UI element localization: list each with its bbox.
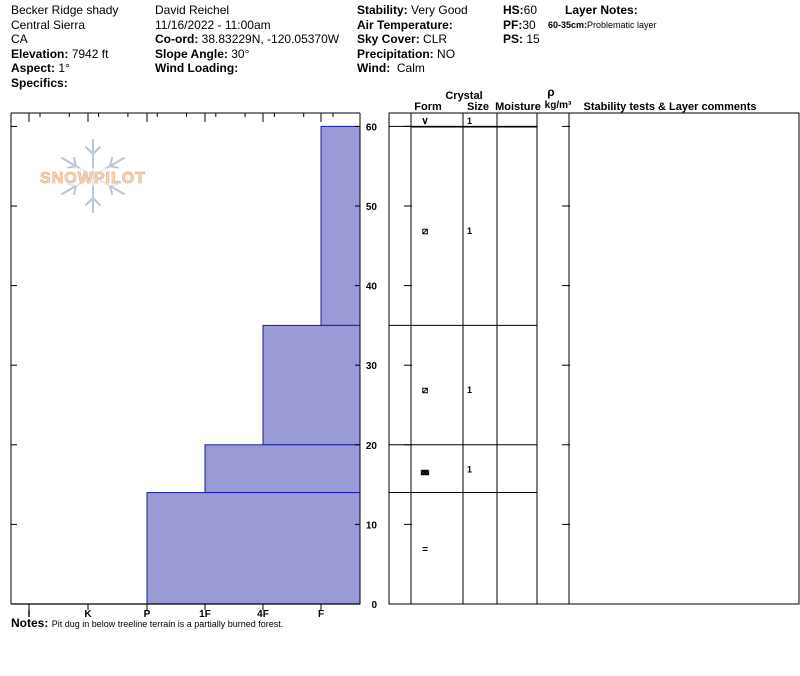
hardness-label-1F: 1F: [199, 609, 211, 620]
notes-text: Pit dug in below treeline terrain is a p…: [51, 619, 284, 629]
layer-notes-range: 60-35cm:: [548, 20, 588, 30]
hardness-layer-0: [320, 125, 361, 326]
observer-name: David Reichel: [155, 3, 230, 17]
ps-value: 15: [526, 32, 540, 46]
hardness-label-K: K: [84, 609, 92, 620]
wind-loading-row: Wind Loading:: [155, 61, 239, 75]
layer-notes-row: 60-35cm:Problematic layer: [548, 18, 657, 33]
specifics-row: Specifics:: [11, 75, 68, 90]
hardness-label-F: F: [318, 609, 324, 620]
layer-notes-text: Problematic layer: [587, 20, 657, 30]
hardness-label-4F: 4F: [257, 609, 269, 620]
grain-form-3: ◛: [420, 465, 430, 476]
grain-form-1: ⧄: [422, 226, 428, 237]
hs-row: HS:60: [503, 3, 538, 17]
hardness-layers: [146, 125, 361, 605]
stability-value: Very Good: [411, 3, 468, 17]
hardness-layer-3: [146, 492, 361, 605]
notes-label: Notes:: [11, 616, 49, 630]
elevation-row: Elevation: 7942 ft: [11, 46, 109, 61]
stability-row: Stability: Very Good: [357, 3, 468, 17]
precip-row: Precipitation: NO: [357, 46, 456, 61]
header-site-info: Becker Ridge shady Central Sierra CA Ele…: [11, 3, 118, 90]
hs-value: 60: [523, 3, 538, 17]
crystal-header: Crystal: [445, 90, 482, 102]
moisture-header: Moisture: [495, 101, 541, 113]
grain-form-0: ∨: [421, 116, 428, 127]
logo-text: SNOWPILOT: [40, 170, 146, 187]
hardness-axis: I K P 1F 4F F: [28, 113, 334, 620]
stability-header: Stability tests & Layer comments: [583, 101, 756, 113]
table-border: [388, 112, 800, 605]
notes-section: Notes: Pit dug in below treeline terrain…: [11, 616, 283, 630]
height-label-30: 30: [366, 361, 378, 372]
height-label-40: 40: [366, 282, 378, 293]
hardness-label-P: P: [144, 609, 151, 620]
state-name: CA: [11, 32, 28, 46]
air-temp-row: Air Temperature:: [357, 17, 453, 32]
header-penetration: HS:60 PF:30 PS: 15: [503, 3, 540, 47]
coord-row: Co-ord: 38.83229N, -120.05370W: [155, 32, 340, 46]
grain-form-2: ⧄: [422, 385, 428, 396]
observation-datetime: 11/16/2022 - 11:00am: [155, 17, 271, 32]
header-conditions: Stability: Very Good Air Temperature: Sk…: [357, 3, 468, 76]
height-label-50: 50: [366, 202, 378, 213]
rho-header: ρ: [547, 85, 554, 99]
height-label-10: 10: [366, 520, 378, 531]
elevation-value: 7942 ft: [71, 46, 109, 61]
grain-size-2: 1: [467, 385, 472, 395]
layer-table: Crystal Form Size Moisture ρ kg/m³ Stabi…: [388, 85, 800, 605]
grain-form-4: =: [422, 544, 428, 555]
grain-size-0: 1: [467, 116, 472, 126]
sky-row: Sky Cover: CLR: [357, 32, 448, 46]
pf-row: PF:30: [503, 17, 536, 32]
region-name: Central Sierra: [11, 17, 86, 32]
wind-value: Calm: [396, 61, 425, 75]
density-header: kg/m³: [545, 100, 572, 111]
snowpilot-logo: SNOWPILOT: [33, 139, 153, 213]
height-label-0: 0: [371, 600, 377, 611]
height-label-20: 20: [366, 441, 378, 452]
aspect-row: Aspect: 1°: [11, 61, 70, 75]
size-header: Size: [467, 101, 489, 113]
aspect-value: 1°: [58, 61, 70, 75]
grain-size-3: 1: [467, 465, 472, 475]
hardness-layer-1: [262, 324, 361, 446]
precip-value: NO: [437, 46, 456, 61]
slope-value: 30°: [231, 46, 250, 61]
location-name: Becker Ridge shady: [11, 3, 119, 17]
grain-size-1: 1: [467, 226, 472, 236]
slope-row: Slope Angle: 30°: [155, 46, 250, 61]
sky-value: CLR: [423, 32, 448, 46]
ps-row: PS: 15: [503, 32, 540, 46]
layer-notes-title: Layer Notes:: [565, 3, 638, 17]
hardness-label-I: I: [28, 609, 31, 620]
header-observer-info: David Reichel 11/16/2022 - 11:00am Co-or…: [155, 3, 339, 76]
height-label-60: 60: [366, 122, 378, 133]
wind-row: Wind: Calm: [357, 61, 425, 75]
pf-value: 30: [522, 17, 536, 32]
coord-value: 38.83229N, -120.05370W: [201, 32, 340, 46]
form-header: Form: [414, 101, 442, 113]
hardness-layer-2: [204, 444, 361, 494]
plot-frame: [10, 112, 361, 605]
